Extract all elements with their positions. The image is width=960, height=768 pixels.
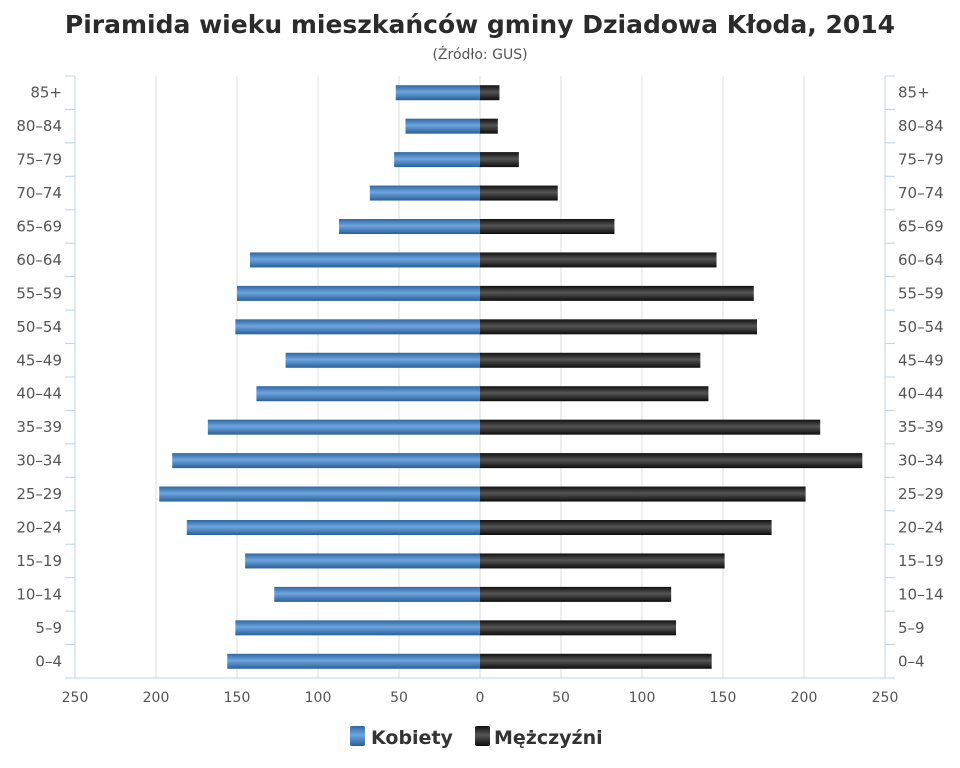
category-label-right: 20–24 — [898, 519, 944, 537]
bar-women-15–19[interactable] — [245, 553, 480, 569]
bar-men-55–59[interactable] — [480, 285, 754, 301]
category-label-left: 45–49 — [16, 351, 62, 369]
legend-label-men: Mężczyźni — [494, 727, 603, 749]
bar-men-80–84[interactable] — [480, 118, 498, 134]
bar-men-30–34[interactable] — [480, 453, 863, 469]
category-label-right: 10–14 — [898, 585, 944, 603]
bar-men-45–49[interactable] — [480, 352, 701, 368]
category-label-right: 60–64 — [898, 251, 944, 269]
x-tick-label: 250 — [62, 690, 89, 706]
bar-women-80–84[interactable] — [405, 118, 480, 134]
bar-women-75–79[interactable] — [394, 152, 480, 168]
category-label-right: 85+ — [898, 84, 930, 102]
category-label-left: 60–64 — [16, 251, 62, 269]
x-tick-label: 50 — [390, 690, 408, 706]
x-tick-label: 100 — [629, 690, 656, 706]
category-label-right: 15–19 — [898, 552, 944, 570]
bar-men-5–9[interactable] — [480, 620, 677, 636]
category-label-left: 5–9 — [35, 619, 62, 637]
legend-item-women[interactable]: Kobiety — [350, 726, 454, 749]
bar-men-40–44[interactable] — [480, 386, 709, 402]
bar-men-70–74[interactable] — [480, 185, 558, 201]
x-tick-labels: 250 200 150 100 50 0 50 100 150 200 250 — [62, 690, 899, 706]
bar-women-70–74[interactable] — [369, 185, 480, 201]
bar-men-20–24[interactable] — [480, 520, 772, 535]
bar-women-5–9[interactable] — [235, 620, 480, 636]
x-tick-label: 100 — [305, 690, 332, 706]
bar-women-30–34[interactable] — [172, 453, 480, 469]
bar-men-50–54[interactable] — [480, 319, 758, 335]
category-label-left: 85+ — [30, 84, 62, 102]
legend-swatch-men — [475, 726, 490, 746]
bar-men-25–29[interactable] — [480, 486, 806, 502]
bar-women-60–64[interactable] — [249, 252, 480, 268]
legend-label-women: Kobiety — [371, 727, 454, 749]
bar-men-75–79[interactable] — [480, 152, 519, 168]
category-label-left: 25–29 — [16, 485, 62, 503]
x-tick-label: 50 — [552, 690, 570, 706]
category-label-left: 30–34 — [16, 452, 62, 470]
category-label-left: 75–79 — [16, 151, 62, 169]
bar-women-25–29[interactable] — [159, 486, 481, 502]
category-label-right: 45–49 — [898, 351, 944, 369]
bar-women-20–24[interactable] — [186, 520, 480, 535]
category-label-left: 35–39 — [16, 418, 62, 436]
category-labels: 0–4 0–4 5–9 5–9 10–14 10–14 15–19 15–19 20–24 20–… — [16, 84, 943, 671]
category-label-left: 10–14 — [16, 585, 62, 603]
x-tick-label: 200 — [143, 690, 170, 706]
bar-men-60–64[interactable] — [480, 252, 717, 268]
category-label-right: 55–59 — [898, 284, 944, 302]
chart-title: Piramida wieku mieszkańców gminy Dziadow… — [65, 10, 895, 39]
bar-women-35–39[interactable] — [207, 419, 480, 435]
category-label-left: 70–74 — [16, 184, 62, 202]
category-label-right: 50–54 — [898, 318, 944, 336]
category-label-right: 80–84 — [898, 117, 944, 135]
legend-item-men[interactable]: Mężczyźni — [475, 726, 603, 749]
x-tick-label: 0 — [476, 690, 485, 706]
bar-women-50–54[interactable] — [235, 319, 480, 335]
bar-men-35–39[interactable] — [480, 419, 821, 435]
category-label-right: 0–4 — [898, 652, 925, 670]
bar-women-65–69[interactable] — [339, 219, 480, 234]
legend-swatch-women — [350, 726, 365, 746]
x-tick-label: 250 — [872, 690, 899, 706]
bar-men-85+[interactable] — [480, 85, 500, 101]
bar-men-65–69[interactable] — [480, 219, 615, 234]
bar-women-10–14[interactable] — [274, 586, 480, 602]
bar-women-55–59[interactable] — [237, 285, 480, 301]
bar-men-0–4[interactable] — [480, 653, 712, 669]
category-label-right: 35–39 — [898, 418, 944, 436]
bars — [159, 85, 863, 669]
category-label-left: 50–54 — [16, 318, 62, 336]
axis-frame — [65, 75, 895, 679]
legend: Kobiety Mężczyźni — [350, 726, 603, 749]
category-label-right: 30–34 — [898, 452, 944, 470]
bar-women-0–4[interactable] — [227, 653, 480, 669]
category-label-right: 5–9 — [898, 619, 925, 637]
bar-women-40–44[interactable] — [256, 386, 480, 402]
category-label-right: 25–29 — [898, 485, 944, 503]
category-label-left: 65–69 — [16, 218, 62, 236]
category-label-right: 75–79 — [898, 151, 944, 169]
category-label-right: 70–74 — [898, 184, 944, 202]
category-label-right: 65–69 — [898, 218, 944, 236]
x-tick-label: 200 — [791, 690, 818, 706]
bar-men-15–19[interactable] — [480, 553, 725, 569]
chart-subtitle: (Źródło: GUS) — [432, 45, 527, 63]
category-label-left: 80–84 — [16, 117, 62, 135]
category-label-left: 20–24 — [16, 519, 62, 537]
category-label-right: 40–44 — [898, 385, 944, 403]
category-label-left: 15–19 — [16, 552, 62, 570]
category-label-left: 55–59 — [16, 284, 62, 302]
category-label-left: 40–44 — [16, 385, 62, 403]
bar-women-85+[interactable] — [395, 85, 480, 101]
bar-men-10–14[interactable] — [480, 586, 672, 602]
category-label-left: 0–4 — [35, 652, 62, 670]
x-tick-label: 150 — [710, 690, 737, 706]
x-tick-label: 150 — [224, 690, 251, 706]
bar-women-45–49[interactable] — [285, 352, 480, 368]
